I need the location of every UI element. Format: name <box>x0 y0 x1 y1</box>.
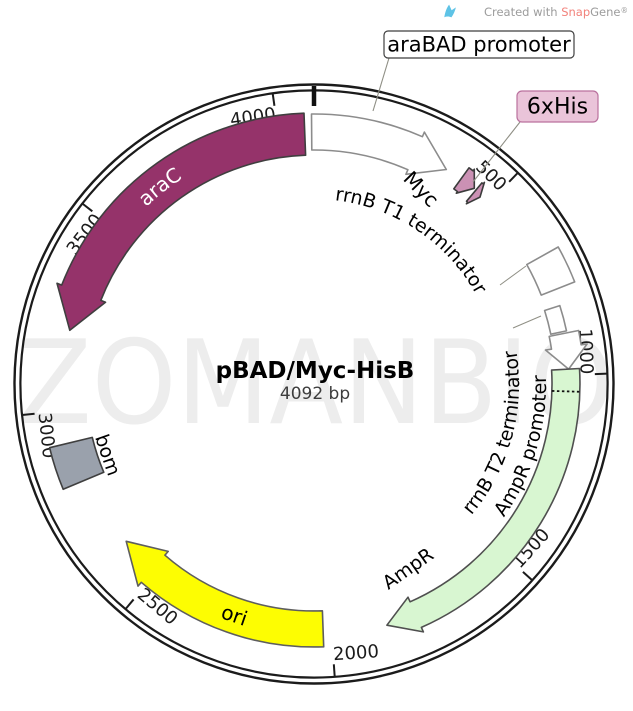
AmpR-promoter-shape <box>544 329 588 370</box>
rrnB-T2-terminator-shape <box>543 304 568 335</box>
tick-mark-2500 <box>124 598 135 610</box>
plasmid-backbone <box>13 83 615 685</box>
feature-bom: bom <box>48 432 125 491</box>
credit-text: Created with SnapGene® <box>484 5 628 19</box>
rrnB-T2-terminator-leader-line <box>512 315 542 329</box>
callout-label: 6xHis <box>527 95 588 120</box>
tick-mark-3000 <box>22 412 35 417</box>
tick-mark-1500 <box>522 571 533 581</box>
AmpR-shape <box>386 367 581 633</box>
callout-1: 6xHis <box>472 90 599 183</box>
feature-ori: ori <box>125 540 325 648</box>
callout-label: araBAD promoter <box>387 33 571 57</box>
snapgene-logo-icon <box>444 4 456 18</box>
araC-shape <box>56 112 307 332</box>
feature-SixHis <box>465 181 486 205</box>
credit-snap: Snap <box>561 5 590 19</box>
feature-araC: araC <box>56 112 307 332</box>
rrnB-T1-terminator-leader-line <box>499 265 527 286</box>
feature-rrnB-T1-terminator: rrnB T1 terminator <box>334 183 576 298</box>
bom-shape <box>48 436 105 491</box>
callout-layer: araBAD promoter 6xHis <box>372 30 599 183</box>
SixHis-shape <box>465 181 486 205</box>
tick-mark-4000 <box>271 93 276 106</box>
tick-mark-500 <box>508 172 519 183</box>
ori-shape <box>125 540 325 648</box>
backbone-outer-ring <box>13 83 615 685</box>
Myc-shape <box>453 167 476 194</box>
credit-prefix: Created with <box>484 5 561 19</box>
tick-mark-3500 <box>81 202 93 213</box>
AmpR-label: AmpR <box>379 544 438 595</box>
plasmid-name: pBAD/Myc-HisB <box>216 358 415 384</box>
callout-box <box>383 30 575 59</box>
plasmid-title-block: pBAD/Myc-HisB 4092 bp <box>216 358 415 404</box>
tick-mark-2000 <box>332 664 336 677</box>
araBAD-promoter-shape <box>310 113 448 176</box>
feature-Myc: Myc <box>399 166 476 212</box>
callout-leader-line <box>372 57 390 112</box>
credit-gene: Gene <box>590 5 620 19</box>
tick-label-2000: 2000 <box>332 641 379 665</box>
credit-line: Created with SnapGene® <box>444 4 628 19</box>
plasmid-size: 4092 bp <box>280 384 350 404</box>
callout-box <box>516 90 599 123</box>
callout-leader-line <box>472 121 521 183</box>
rrnB-T1-terminator-shape <box>526 246 576 296</box>
feature-araBAD-promoter <box>310 113 448 176</box>
credit-registered: ® <box>621 6 629 15</box>
watermark-text: ZOMANBIO <box>18 316 614 451</box>
callout-0: araBAD promoter <box>372 30 575 112</box>
